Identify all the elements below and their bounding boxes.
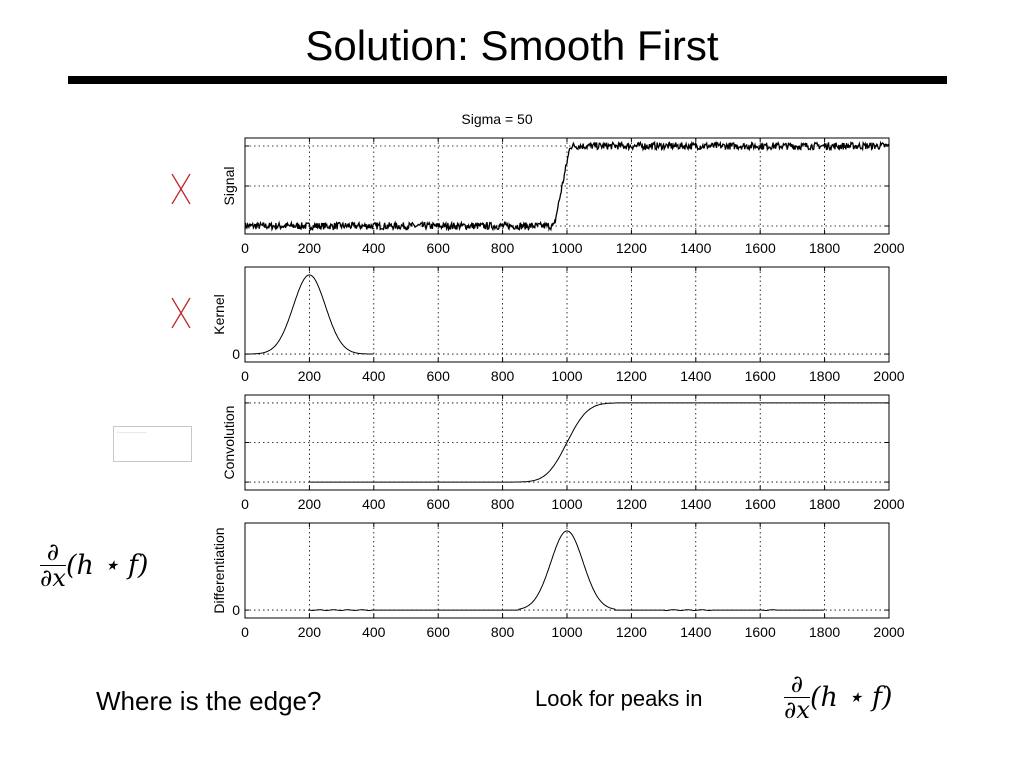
y-axis-label: Signal bbox=[221, 167, 237, 206]
series-line bbox=[244, 274, 374, 355]
x-tick-label: 1200 bbox=[616, 368, 647, 384]
x-tick-label: 1600 bbox=[745, 368, 776, 384]
x-tick-label: 1200 bbox=[616, 240, 647, 256]
x-tick-label: 400 bbox=[362, 368, 386, 384]
x-tick-label: 0 bbox=[241, 496, 249, 512]
x-tick-label: 1000 bbox=[551, 368, 582, 384]
placeholder-thumbnail: ▪ ───────────── bbox=[113, 426, 192, 462]
formula-left: ∂ ∂x (h ⋆ f) bbox=[40, 538, 149, 593]
x-tick-label: 2000 bbox=[873, 496, 904, 512]
x-tick-label: 800 bbox=[491, 368, 515, 384]
x-tick-label: 1600 bbox=[745, 624, 776, 640]
x-tick-label: 200 bbox=[298, 240, 322, 256]
cross-mark-icon bbox=[171, 173, 191, 205]
cross-mark-icon bbox=[171, 297, 191, 329]
x-tick-label: 1800 bbox=[809, 624, 840, 640]
series-line bbox=[309, 530, 825, 612]
x-tick-label: 1000 bbox=[551, 624, 582, 640]
x-tick-label: 200 bbox=[298, 368, 322, 384]
x-tick-label: 2000 bbox=[873, 624, 904, 640]
x-tick-label: 400 bbox=[362, 496, 386, 512]
series-line bbox=[309, 402, 889, 483]
x-tick-label: 1400 bbox=[680, 240, 711, 256]
x-tick-label: 1200 bbox=[616, 496, 647, 512]
y-axis-label: Differentiation bbox=[211, 527, 227, 613]
x-tick-label: 1800 bbox=[809, 368, 840, 384]
x-tick-label: 600 bbox=[427, 624, 451, 640]
x-tick-label: 400 bbox=[362, 624, 386, 640]
x-tick-label: 2000 bbox=[873, 368, 904, 384]
x-tick-label: 1200 bbox=[616, 624, 647, 640]
formula-right: ∂ ∂x (h ⋆ f) bbox=[784, 670, 893, 725]
x-tick-label: 1800 bbox=[809, 496, 840, 512]
x-tick-label: 1400 bbox=[680, 368, 711, 384]
x-tick-label: 400 bbox=[362, 240, 386, 256]
x-tick-label: 2000 bbox=[873, 240, 904, 256]
y-tick-label: 0 bbox=[232, 346, 240, 362]
x-tick-label: 600 bbox=[427, 368, 451, 384]
series-line bbox=[244, 140, 890, 232]
x-tick-label: 0 bbox=[241, 240, 249, 256]
x-tick-label: 600 bbox=[427, 240, 451, 256]
x-tick-label: 800 bbox=[491, 624, 515, 640]
title-divider bbox=[68, 76, 947, 84]
x-tick-label: 600 bbox=[427, 496, 451, 512]
x-tick-label: 1000 bbox=[551, 496, 582, 512]
x-tick-label: 1000 bbox=[551, 240, 582, 256]
x-tick-label: 1400 bbox=[680, 496, 711, 512]
x-tick-label: 1800 bbox=[809, 240, 840, 256]
question-text: Where is the edge? bbox=[96, 686, 322, 716]
x-tick-label: 0 bbox=[241, 624, 249, 640]
hint-text: Look for peaks in bbox=[535, 686, 703, 711]
x-tick-label: 200 bbox=[298, 496, 322, 512]
x-tick-label: 200 bbox=[298, 624, 322, 640]
chart-title: Sigma = 50 bbox=[461, 111, 532, 127]
y-axis-label: Kernel bbox=[211, 294, 227, 334]
x-tick-label: 1600 bbox=[745, 240, 776, 256]
y-axis-label: Convolution bbox=[221, 406, 237, 480]
x-tick-label: 800 bbox=[491, 240, 515, 256]
x-tick-label: 800 bbox=[491, 496, 515, 512]
slide-title: Solution: Smooth First bbox=[305, 22, 719, 69]
x-tick-label: 1400 bbox=[680, 624, 711, 640]
y-tick-label: 0 bbox=[232, 602, 240, 618]
x-tick-label: 0 bbox=[241, 368, 249, 384]
x-tick-label: 1600 bbox=[745, 496, 776, 512]
